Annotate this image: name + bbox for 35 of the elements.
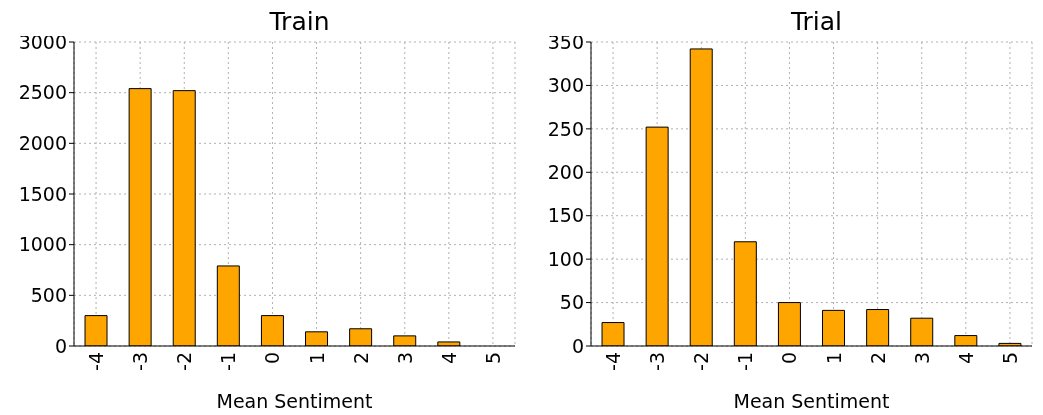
x-tick-label: -3 xyxy=(129,352,152,371)
x-tick-label: -4 xyxy=(85,352,108,371)
y-tick-label: 150 xyxy=(547,204,584,227)
y-tick-label: 2500 xyxy=(18,81,67,104)
x-tick-label: 1 xyxy=(305,352,328,365)
y-tick-label: 2000 xyxy=(18,132,67,155)
x-tick-label: 5 xyxy=(998,352,1021,365)
x-tick-label: 4 xyxy=(954,352,977,365)
x-tick-label: 4 xyxy=(437,352,460,365)
x-tick-label: -3 xyxy=(646,352,669,371)
y-tick-label: 200 xyxy=(547,161,584,184)
y-tick-label: 300 xyxy=(547,74,584,97)
y-tick-label: 100 xyxy=(547,247,584,270)
x-tick-label: -1 xyxy=(734,352,757,371)
y-tick-label: 250 xyxy=(547,117,584,140)
x-axis-title: Mean Sentiment xyxy=(733,390,890,412)
x-tick-label: 1 xyxy=(822,352,845,365)
x-tick-label: 0 xyxy=(261,352,284,365)
y-tick-label: 50 xyxy=(559,291,584,314)
chart-title: Train xyxy=(269,7,330,36)
x-tick-label: -1 xyxy=(217,352,240,371)
x-tick-label: -4 xyxy=(602,352,625,371)
y-tick-label: 1000 xyxy=(18,233,67,256)
x-tick-label: 3 xyxy=(393,352,416,365)
x-tick-label: -2 xyxy=(173,352,196,371)
x-tick-label: 0 xyxy=(778,352,801,365)
x-tick-label: 5 xyxy=(481,352,504,365)
x-tick-label: 2 xyxy=(349,352,372,365)
x-tick-label: 2 xyxy=(866,352,889,365)
y-tick-label: 1500 xyxy=(18,182,67,205)
y-tick-label: 500 xyxy=(30,284,67,307)
x-tick-label: 3 xyxy=(910,352,933,365)
x-axis-title: Mean Sentiment xyxy=(216,390,373,412)
chart-title: Trial xyxy=(790,7,843,36)
x-tick-label: -2 xyxy=(690,352,713,371)
